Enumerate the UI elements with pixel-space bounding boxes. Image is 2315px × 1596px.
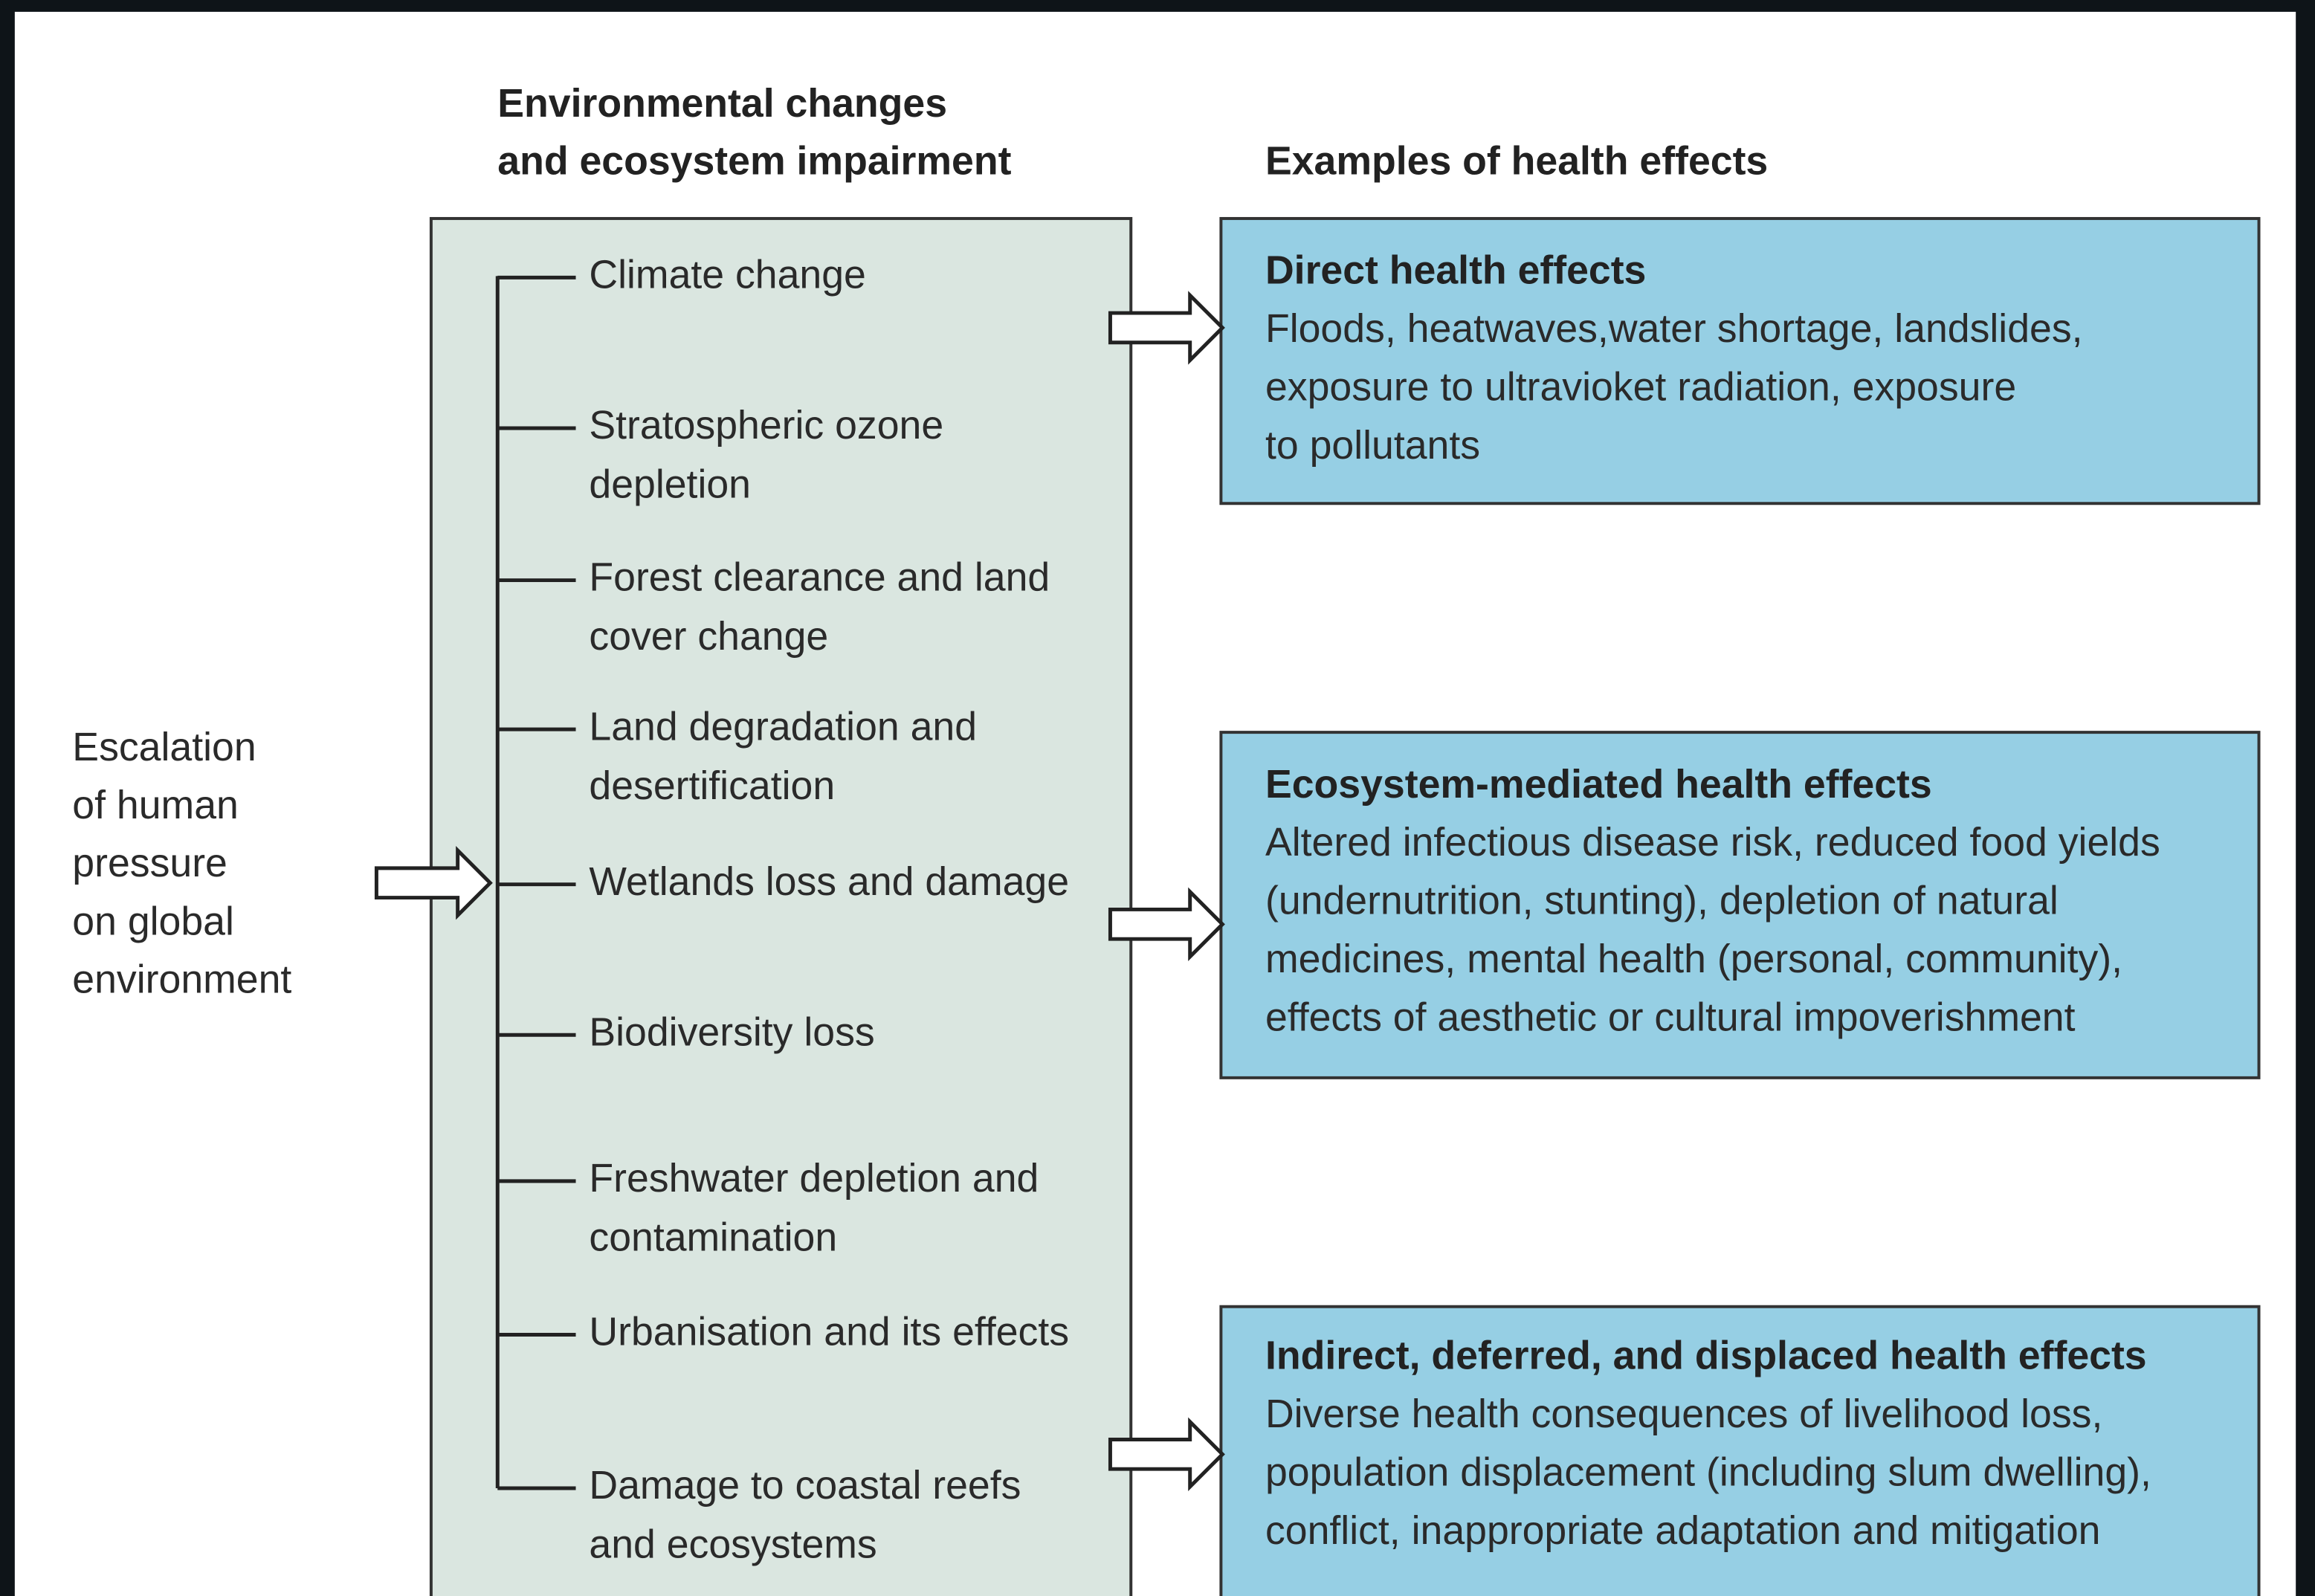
impairment-item: Wetlands loss and damage: [589, 859, 1069, 904]
pressure-label: Escalation: [72, 725, 256, 769]
column-heading: and ecosystem impairment: [497, 139, 1011, 184]
impairment-item: Forest clearance and land: [589, 555, 1050, 600]
impairment-item: Climate change: [589, 253, 865, 297]
page: Environmental changes and ecosystem impai…: [0, 0, 2315, 1596]
effect-text: (undernutrition, stunting), depletion of…: [1265, 879, 2059, 923]
effect-text: medicines, mental health (personal, comm…: [1265, 937, 2122, 981]
impairment-item: cover change: [589, 614, 828, 659]
effect-text: effects of aesthetic or cultural impover…: [1265, 995, 2076, 1040]
effect-text: Diverse health consequences of livelihoo…: [1265, 1392, 2102, 1436]
effect-title: Indirect, deferred, and displaced health…: [1265, 1333, 2147, 1377]
effect-text: Altered infectious disease risk, reduced…: [1265, 820, 2160, 865]
effect-title: Direct health effects: [1265, 248, 1646, 293]
effect-title: Ecosystem-mediated health effects: [1265, 762, 1932, 807]
impairment-item: Urbanisation and its effects: [589, 1310, 1069, 1354]
effect-text: population displacement (including slum …: [1265, 1450, 2151, 1494]
effect-text: Floods, heatwaves,water shortage, landsl…: [1265, 306, 2083, 351]
impairment-item: Freshwater depletion and: [589, 1156, 1039, 1201]
diagram: Environmental changes and ecosystem impai…: [0, 0, 2315, 1596]
pressure-label: environment: [72, 957, 291, 1001]
effect-text: exposure to ultravioket radiation, expos…: [1265, 365, 2016, 410]
pressure-label: pressure: [72, 841, 227, 885]
column-heading: Examples of health effects: [1265, 139, 1768, 184]
impairment-item: Stratospheric ozone: [589, 403, 943, 448]
impairment-item: Biodiversity loss: [589, 1009, 874, 1054]
column-heading: Environmental changes: [497, 81, 947, 126]
impairment-item: depletion: [589, 462, 751, 507]
impairment-item: contamination: [589, 1215, 837, 1260]
impairment-item: desertification: [589, 763, 835, 808]
effect-text: to pollutants: [1265, 423, 1480, 468]
effect-text: conflict, inappropriate adaptation and m…: [1265, 1508, 2101, 1553]
pressure-label: of human: [72, 783, 239, 827]
pressure-label: on global: [72, 899, 234, 943]
impairment-item: and ecosystems: [589, 1522, 876, 1567]
impairment-item: Land degradation and: [589, 704, 977, 749]
impairment-item: Damage to coastal reefs: [589, 1463, 1021, 1508]
